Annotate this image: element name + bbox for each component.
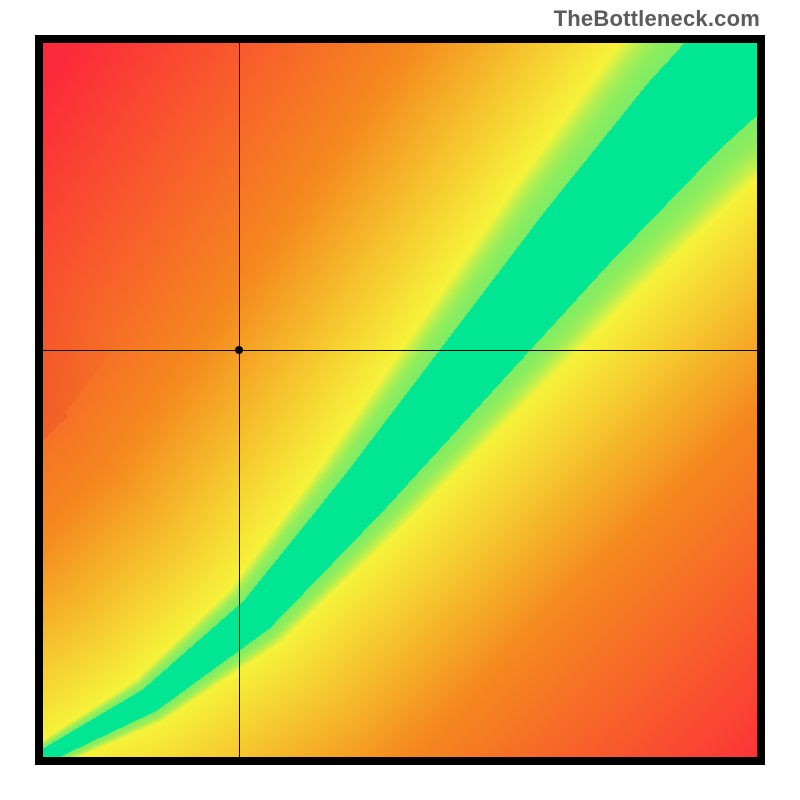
crosshair-horizontal <box>43 350 757 351</box>
heatmap-plot <box>43 43 757 757</box>
watermark-text: TheBottleneck.com <box>554 6 760 32</box>
crosshair-vertical <box>239 43 240 757</box>
heatmap-canvas <box>43 43 757 757</box>
crosshair-dot <box>235 346 243 354</box>
chart-frame <box>35 35 765 765</box>
